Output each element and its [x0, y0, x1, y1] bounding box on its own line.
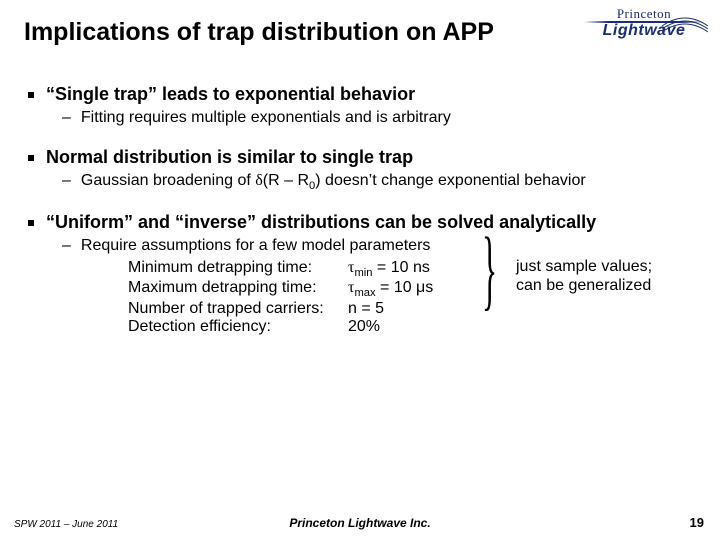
subbullet-1-1-text: Fitting requires multiple exponentials a…	[81, 109, 451, 127]
brace-note: just sample values; can be generalized	[516, 257, 652, 295]
param-label: Minimum detrapping time:	[128, 259, 348, 279]
bullet-3-text: “Uniform” and “inverse” distributions ca…	[46, 212, 596, 233]
bullet-3: “Uniform” and “inverse” distributions ca…	[28, 212, 700, 233]
bullet-dot-icon	[28, 155, 34, 161]
bullet-dot-icon	[28, 220, 34, 226]
logo-arc-icon	[660, 4, 710, 54]
subbullet-3-1-text: Require assumptions for a few model para…	[81, 237, 431, 255]
dash-icon: –	[62, 109, 71, 127]
subbullet-2-1: – Gaussian broadening of δ(R – R0) doesn…	[62, 172, 700, 192]
param-value: τmax = 10 μs	[348, 279, 458, 299]
param-value: 20%	[348, 318, 458, 336]
slide-title: Implications of trap distribution on APP	[24, 18, 494, 47]
page-number: 19	[690, 515, 704, 530]
subbullet-1-1: – Fitting requires multiple exponentials…	[62, 109, 700, 127]
param-value: τmin = 10 ns	[348, 259, 458, 279]
brace-note-line1: just sample values;	[516, 258, 652, 275]
subbullet-3-1: – Require assumptions for a few model pa…	[62, 237, 700, 255]
param-label: Detection efficiency:	[128, 318, 348, 336]
param-label: Number of trapped carriers:	[128, 300, 348, 318]
content-area: “Single trap” leads to exponential behav…	[28, 70, 700, 336]
footer-center: Princeton Lightwave Inc.	[0, 516, 720, 530]
dash-icon: –	[62, 172, 71, 190]
brace-note-line2: can be generalized	[516, 277, 651, 294]
bullet-dot-icon	[28, 92, 34, 98]
company-logo: Princeton Lightwave	[584, 6, 704, 46]
dash-icon: –	[62, 237, 71, 255]
subbullet-2-1-text: Gaussian broadening of δ(R – R0) doesn’t…	[81, 172, 586, 192]
brace-icon: }	[468, 234, 511, 306]
bullet-1: “Single trap” leads to exponential behav…	[28, 84, 700, 105]
bullet-2-text: Normal distribution is similar to single…	[46, 147, 413, 168]
bullet-1-text: “Single trap” leads to exponential behav…	[46, 84, 415, 105]
bullet-2: Normal distribution is similar to single…	[28, 147, 700, 168]
param-value: n = 5	[348, 300, 458, 318]
slide: Implications of trap distribution on APP…	[0, 0, 720, 540]
param-label: Maximum detrapping time:	[128, 279, 348, 299]
